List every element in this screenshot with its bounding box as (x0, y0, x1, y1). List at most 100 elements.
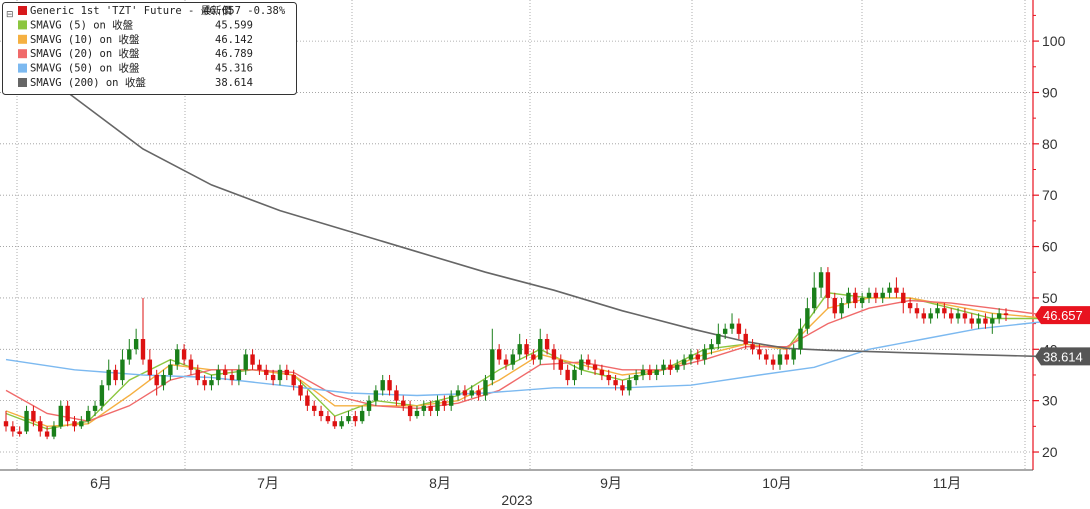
candle-body (538, 339, 543, 360)
legend-value: 45.599 (215, 19, 253, 31)
candle-body (784, 354, 790, 360)
legend-entry: SMAVG (5) on 收盤 45.599 (18, 18, 253, 31)
candle-body (168, 364, 173, 375)
candle-body (250, 354, 255, 365)
legend-collapse-icon[interactable]: ⊟ (6, 10, 14, 20)
y-tick-label: 20 (1042, 444, 1058, 460)
candle-body (366, 400, 372, 411)
candle (825, 267, 831, 309)
y-tick-label: 50 (1042, 290, 1058, 306)
price-badge-bg (1035, 347, 1090, 366)
candle-body (462, 390, 468, 396)
candle (222, 364, 228, 381)
candle (524, 339, 529, 360)
candle-body (284, 369, 290, 375)
candle (990, 313, 995, 334)
candle (647, 364, 653, 381)
candle (270, 369, 276, 386)
candle (277, 364, 283, 386)
candle (257, 359, 262, 375)
candle (31, 405, 36, 427)
candle (558, 354, 563, 375)
candle-body (277, 369, 283, 381)
candle (853, 287, 858, 309)
candle (449, 390, 454, 411)
candle (627, 374, 632, 396)
candle-body (243, 354, 248, 370)
candle (654, 364, 659, 381)
candle (695, 349, 700, 365)
candle-body (914, 308, 920, 314)
candle-body (312, 405, 317, 411)
candle-body (270, 374, 276, 381)
candle (318, 405, 324, 422)
candle-body (120, 359, 125, 381)
candle-body (65, 405, 70, 422)
candle-body (928, 313, 933, 319)
candle (10, 421, 16, 437)
legend-label: SMAVG (10) on 收盤 (30, 33, 140, 46)
candle-body (531, 354, 536, 360)
candle-body (257, 364, 262, 370)
candle-body (359, 410, 365, 422)
candle (770, 354, 776, 370)
legend-entry: SMAVG (10) on 收盤 46.142 (18, 33, 253, 46)
candle-body (291, 374, 296, 386)
candle-body (846, 292, 851, 304)
candle-body (996, 313, 1002, 319)
candle-body (133, 339, 139, 350)
candle (394, 385, 399, 406)
candle (531, 349, 536, 365)
candle (209, 374, 214, 391)
candle-body (935, 308, 940, 314)
candle (572, 364, 577, 386)
series-line (5, 321, 1041, 397)
candle-body (339, 421, 344, 427)
candle-body (702, 349, 707, 360)
candle-body (955, 313, 961, 319)
candle (702, 344, 707, 365)
candle (914, 303, 920, 319)
candle (291, 369, 296, 391)
candle (907, 297, 913, 314)
candle-body (202, 380, 207, 386)
candle (551, 344, 557, 370)
candle-body (551, 349, 557, 360)
candle-body (647, 369, 653, 375)
price-badge-label: 46.657 (1043, 308, 1083, 323)
candle (606, 369, 611, 386)
candle (969, 313, 974, 329)
candle-body (565, 369, 570, 381)
candle (921, 308, 927, 324)
candle (462, 385, 468, 401)
candle-body (887, 287, 892, 293)
candle (873, 287, 879, 304)
candle (346, 410, 351, 424)
candle-body (791, 349, 796, 360)
candle (339, 416, 344, 429)
candle-body (435, 400, 440, 411)
candle-body (818, 272, 824, 288)
candle-body (942, 308, 947, 314)
candle (44, 426, 50, 440)
candle-body (798, 328, 803, 350)
candle (585, 354, 591, 370)
candle-body (579, 359, 584, 370)
candle (414, 405, 420, 419)
candle (620, 380, 625, 396)
moving-average-lines (5, 45, 1041, 430)
candle-body (544, 339, 550, 350)
candle (188, 354, 194, 375)
candle (264, 364, 269, 381)
candle-body (58, 405, 63, 427)
candle (65, 400, 70, 427)
candle (709, 339, 714, 355)
candle (798, 318, 803, 355)
price-badge-bg (1035, 306, 1090, 325)
candle-body (264, 369, 269, 375)
candle-body (675, 364, 680, 370)
candle (113, 364, 118, 386)
candle (284, 364, 290, 381)
candle (99, 380, 105, 411)
candle-body (606, 374, 611, 381)
